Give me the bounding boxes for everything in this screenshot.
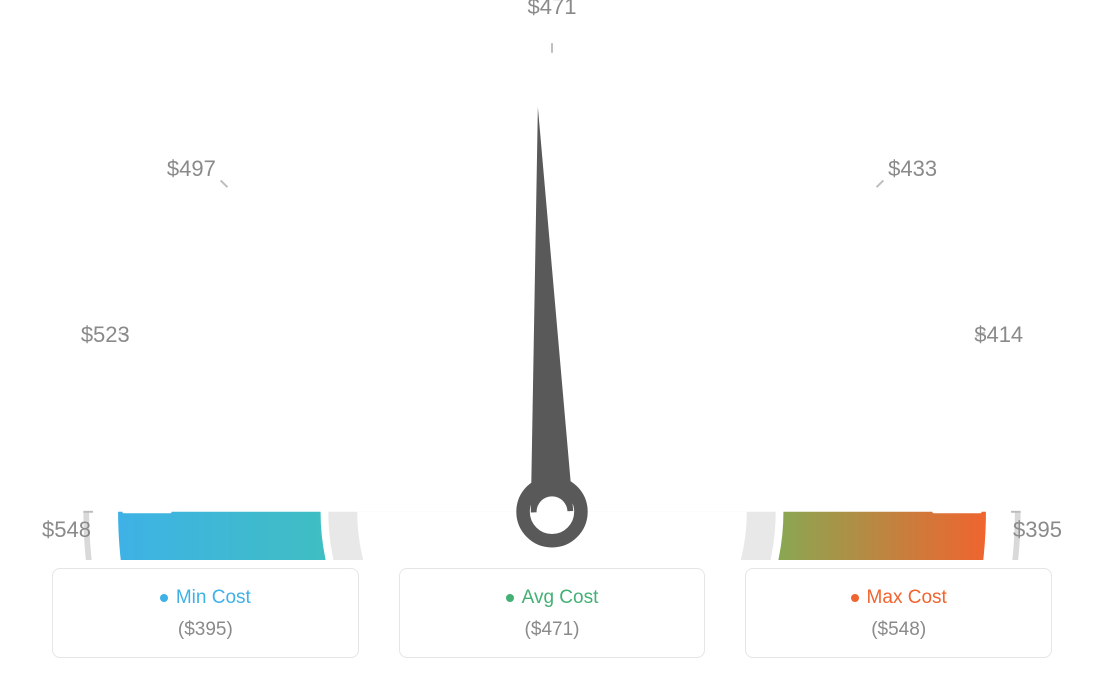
- dot-icon: [160, 594, 168, 602]
- legend-avg-value: ($471): [420, 619, 685, 641]
- legend-max: Max Cost ($548): [745, 568, 1052, 658]
- legend-min: Min Cost ($395): [52, 568, 359, 658]
- dot-icon: [506, 594, 514, 602]
- legend-avg: Avg Cost ($471): [399, 568, 706, 658]
- dot-icon: [851, 594, 859, 602]
- gauge-tick-label: $414: [974, 322, 1023, 348]
- legend-max-value: ($548): [766, 619, 1031, 641]
- legend-max-label: Max Cost: [867, 587, 947, 609]
- gauge-tick-label: $433: [888, 156, 937, 182]
- legend-min-label: Min Cost: [176, 587, 251, 609]
- legend-min-value: ($395): [73, 619, 338, 641]
- gauge-tick-label: $471: [528, 0, 577, 20]
- legend-row: Min Cost ($395) Avg Cost ($471) Max Cost…: [52, 568, 1052, 658]
- legend-min-title: Min Cost: [160, 587, 251, 609]
- gauge-svg: [52, 20, 1052, 560]
- gauge-tick-label: $497: [167, 156, 216, 182]
- gauge-tick-label: $395: [1013, 517, 1062, 543]
- legend-max-title: Max Cost: [851, 587, 947, 609]
- legend-avg-label: Avg Cost: [522, 587, 599, 609]
- cost-gauge-chart: $395 $414 $433 $471 $497 $523 $548 Min Cost ($…: [0, 0, 1104, 690]
- gauge-tick-label: $523: [81, 322, 130, 348]
- legend-avg-title: Avg Cost: [506, 587, 599, 609]
- gauge-area: $395 $414 $433 $471 $497 $523 $548: [0, 0, 1104, 560]
- gauge-tick-label: $548: [42, 517, 91, 543]
